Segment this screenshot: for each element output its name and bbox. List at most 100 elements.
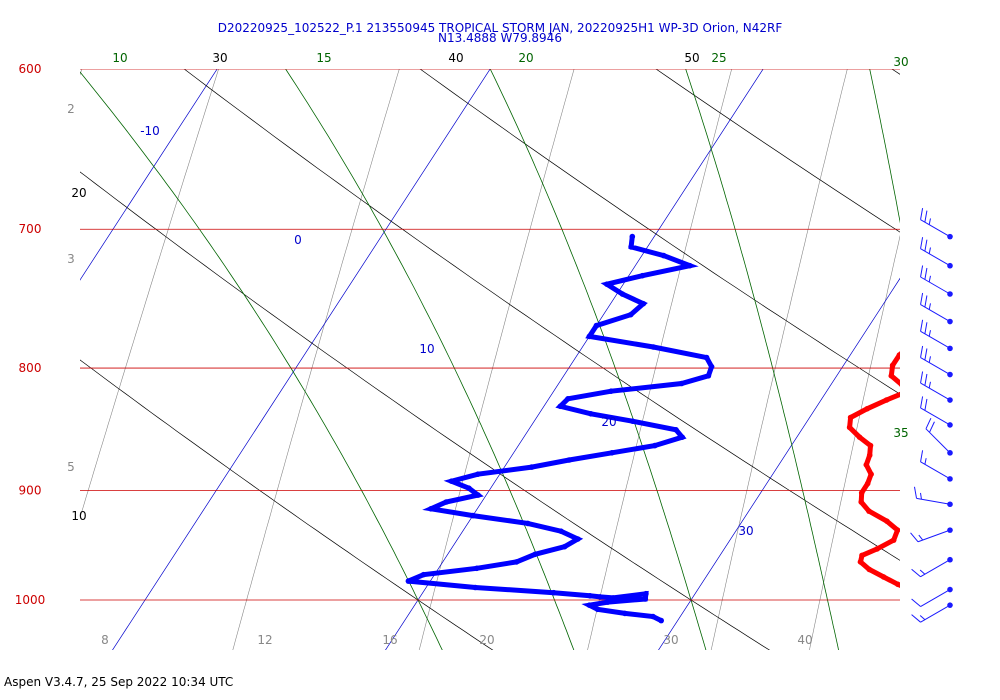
- dewpoint-point: [561, 543, 568, 550]
- wind-barb-flag: [920, 208, 924, 220]
- dewpoint-point: [466, 485, 472, 492]
- wind-barb-half-flag: [919, 569, 926, 575]
- dewpoint-point: [705, 373, 712, 379]
- wind-barb: [910, 527, 953, 543]
- isotherm-label: 20: [601, 415, 616, 429]
- wind-barb-staff: [916, 497, 951, 505]
- wind-barb-dot: [947, 291, 953, 297]
- dewpoint-point: [642, 596, 649, 602]
- wind-barb: [920, 208, 953, 240]
- dewpoint-point: [619, 291, 626, 297]
- mixing-ratio-label: 20: [479, 633, 494, 647]
- wind-barb-flag: [924, 210, 928, 223]
- chart-title: D20220925_102522_P.1 213550945 TROPICAL …: [217, 21, 783, 35]
- wind-barb: [911, 556, 953, 578]
- dewpoint-point: [470, 512, 476, 519]
- dewpoint-point: [608, 388, 614, 395]
- pressure-label: 800: [19, 361, 42, 375]
- isotherm-line: [658, 277, 900, 650]
- temperature-point: [864, 406, 870, 412]
- isotherm-line: [112, 69, 491, 650]
- dewpoint-point: [405, 578, 412, 584]
- wind-barb-dot: [947, 450, 953, 456]
- wind-barb-half-flag: [928, 247, 931, 254]
- wind-barb-dot: [947, 397, 953, 403]
- dewpoint-point: [420, 571, 427, 578]
- wind-barb-staff: [920, 589, 951, 607]
- dry-adiabat-line: [80, 359, 494, 650]
- temperature-point: [880, 574, 887, 580]
- wind-barb-flag: [924, 239, 928, 252]
- dewpoint-point: [605, 599, 611, 605]
- wind-barb-flag: [924, 373, 928, 386]
- dewpoint-point: [687, 262, 693, 269]
- mixing-ratio-line: [232, 69, 400, 650]
- moist-adiabat-line: [285, 69, 575, 650]
- mixing-ratio-label: 2: [67, 102, 75, 116]
- isotherm-label: 10: [419, 342, 434, 356]
- dry-adiabat-label: 10: [71, 509, 86, 523]
- temperature-point: [890, 537, 897, 543]
- dry-adiabat-line: [183, 69, 900, 561]
- moist-adiabat-line: [685, 69, 839, 650]
- dewpoint-point: [652, 442, 658, 449]
- temperature-point: [961, 324, 967, 330]
- mixing-ratio-label: 40: [797, 633, 812, 647]
- temperature-point: [918, 592, 924, 598]
- wind-barb-staff: [920, 219, 951, 238]
- dewpoint-point: [640, 300, 647, 307]
- wind-barb-staff: [920, 248, 951, 267]
- pressure-label: 700: [19, 222, 42, 236]
- wind-barb-staff: [920, 382, 951, 401]
- wind-barb-staff: [917, 529, 951, 543]
- moist-adiabat-line: [80, 71, 443, 650]
- moist-adiabat-label: 15: [316, 51, 331, 65]
- dewpoint-point: [708, 363, 715, 370]
- wind-barb-half-flag: [928, 330, 931, 337]
- temperature-point: [899, 382, 900, 387]
- dewpoint-point: [565, 396, 571, 402]
- temperature-point: [856, 434, 863, 441]
- moist-adiabat-line: [489, 69, 707, 650]
- temperature-point: [896, 352, 900, 358]
- wind-barb-dot: [947, 586, 953, 593]
- wind-barb-dot: [947, 501, 953, 508]
- dewpoint-point: [650, 344, 657, 350]
- wind-barb-flag: [924, 398, 928, 411]
- dewpoint-point: [586, 333, 593, 340]
- dewpoint-point: [604, 281, 610, 288]
- wind-barb-dot: [947, 371, 953, 378]
- isotherm-label: 0: [294, 233, 302, 247]
- dewpoint-point: [673, 427, 679, 433]
- pressure-label: 1000: [15, 593, 46, 607]
- dewpoint-point: [557, 403, 564, 410]
- temperature-point: [859, 552, 865, 559]
- wind-barb-dot: [947, 476, 953, 482]
- wind-barb-flag: [925, 417, 932, 430]
- wind-barb-dot: [947, 422, 953, 428]
- temperature-point: [858, 490, 865, 496]
- temperature-point: [863, 462, 870, 468]
- dewpoint-point: [628, 244, 634, 250]
- wind-barb-flag: [920, 396, 924, 409]
- dry-adiabat-label: 20: [71, 186, 86, 200]
- wind-barb-staff: [920, 304, 951, 322]
- dewpoint-point: [650, 613, 656, 620]
- dewpoint-point: [532, 551, 538, 558]
- footer-text: Aspen V3.4.7, 25 Sep 2022 10:34 UTC: [4, 675, 234, 689]
- wind-barb-flag: [913, 486, 918, 499]
- wind-barb-flag: [920, 265, 924, 278]
- mixing-ratio-line: [80, 69, 83, 76]
- wind-barb-flag: [920, 345, 924, 358]
- moist-adiabat-line: [869, 69, 900, 224]
- dewpoint-line: [407, 236, 715, 623]
- wind-barb-staff: [920, 559, 951, 578]
- moist-adiabat-label: 10: [112, 51, 127, 65]
- wind-barb: [920, 371, 953, 403]
- wind-barb-half-flag: [928, 218, 931, 225]
- dewpoint-point: [597, 594, 603, 600]
- wind-barb-half-flag: [918, 534, 924, 541]
- dewpoint-point: [660, 252, 667, 259]
